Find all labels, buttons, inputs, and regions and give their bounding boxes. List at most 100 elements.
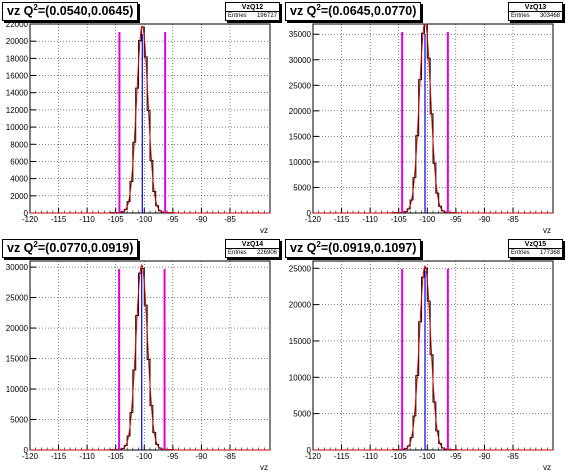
x-tick-label: -100 — [419, 452, 436, 461]
y-tick-label: 20000 — [289, 107, 312, 116]
stats-entries-label: Entries — [228, 250, 247, 256]
fit-curve — [30, 25, 270, 214]
x-tick-label: -100 — [419, 215, 436, 224]
x-tick-label: -110 — [362, 215, 378, 224]
histogram-title: vz Q2=(0.0919,0.1097) — [285, 239, 422, 258]
x-tick-label: -120 — [22, 452, 39, 461]
y-tick-label: 15000 — [6, 355, 29, 364]
x-tick-label: -90 — [479, 452, 491, 461]
x-axis-label: vz — [543, 463, 551, 472]
y-tick-label: 2000 — [10, 192, 28, 201]
title-range: =(0.0540,0.0645) — [37, 4, 134, 18]
x-tick-label: -95 — [450, 452, 462, 461]
x-axis-label: vz — [543, 226, 551, 235]
fit-curve — [30, 264, 270, 451]
stats-name: VzQ12 — [226, 3, 279, 12]
y-tick-label: 0 — [24, 446, 29, 455]
histogram-line — [313, 23, 553, 214]
x-tick-label: -95 — [167, 452, 179, 461]
y-tick-label: 6000 — [10, 157, 28, 166]
x-tick-label: -85 — [224, 452, 236, 461]
y-tick-label: 20000 — [6, 324, 29, 333]
title-range: =(0.0919,0.1097) — [320, 241, 417, 255]
x-tick-label: -110 — [79, 452, 95, 461]
histogram-panel: -120 -115 -110 -105 -100 -95 -90 -85 0 5000 10000 1… — [0, 237, 283, 474]
y-tick-label: 14000 — [6, 89, 29, 98]
title-superscript: 2 — [33, 239, 38, 249]
stats-entries-label: Entries — [511, 250, 530, 256]
x-tick-label: -110 — [79, 215, 95, 224]
stats-box: VzQ14 Entries 226906 — [225, 239, 280, 258]
title-superscript: 2 — [316, 239, 321, 249]
x-tick-label: -110 — [362, 452, 378, 461]
title-text: vz Q — [7, 4, 34, 18]
x-tick-label: -95 — [450, 215, 462, 224]
histogram-title: vz Q2=(0.0645,0.0770) — [285, 2, 422, 21]
x-tick-label: -100 — [136, 452, 153, 461]
histogram-line — [313, 267, 553, 451]
stats-entries-value: 196727 — [256, 13, 277, 19]
histogram-svg: -120 -115 -110 -105 -100 -95 -90 -85 0 2000 4000 60… — [6, 20, 271, 235]
histogram-svg: -120 -115 -110 -105 -100 -95 -90 -85 0 5000 10000 1… — [289, 260, 554, 472]
histogram-panel: -120 -115 -110 -105 -100 -95 -90 -85 0 5000 10000 1… — [283, 237, 566, 474]
x-tick-label: -105 — [391, 452, 408, 461]
y-tick-label: 0 — [307, 446, 312, 455]
x-tick-label: -100 — [136, 215, 153, 224]
stats-name: VzQ14 — [226, 240, 279, 249]
x-tick-label: -85 — [224, 215, 236, 224]
y-tick-label: 5000 — [10, 416, 28, 425]
title-text: vz Q — [290, 241, 317, 255]
stats-entries-label: Entries — [228, 13, 247, 19]
x-tick-label: -115 — [334, 215, 350, 224]
histogram-svg: -120 -115 -110 -105 -100 -95 -90 -85 0 5000 10000 1… — [6, 260, 271, 472]
y-tick-label: 10000 — [6, 123, 29, 132]
x-axis-label: vz — [260, 463, 268, 472]
title-range: =(0.0645,0.0770) — [320, 4, 417, 18]
y-tick-label: 15000 — [289, 337, 312, 346]
stats-name: VzQ15 — [509, 240, 562, 249]
y-tick-label: 20000 — [289, 301, 312, 310]
plot-frame — [29, 260, 271, 451]
y-tick-label: 16000 — [6, 72, 29, 81]
x-tick-label: -105 — [391, 215, 408, 224]
x-tick-label: -85 — [507, 215, 519, 224]
y-tick-label: 18000 — [6, 54, 29, 63]
y-tick-label: 0 — [24, 209, 29, 218]
x-tick-label: -105 — [108, 215, 125, 224]
histogram-panel: -120 -115 -110 -105 -100 -95 -90 -85 0 5000 10000 1… — [283, 0, 566, 237]
fit-curve — [313, 23, 553, 214]
stats-entries-label: Entries — [511, 13, 530, 19]
y-tick-label: 25000 — [6, 294, 29, 303]
stats-box: VzQ13 Entries 303468 — [508, 2, 563, 21]
x-tick-label: -95 — [167, 215, 179, 224]
y-tick-label: 5000 — [293, 183, 311, 192]
stats-entries-value: 226906 — [256, 250, 277, 256]
y-tick-label: 12000 — [6, 106, 29, 115]
stats-box: VzQ15 Entries 177368 — [508, 239, 563, 258]
y-tick-label: 20000 — [6, 37, 29, 46]
y-tick-label: 25000 — [289, 264, 312, 273]
y-tick-label: 10000 — [289, 158, 312, 167]
x-tick-label: -115 — [51, 215, 67, 224]
title-superscript: 2 — [316, 2, 321, 12]
title-text: vz Q — [290, 4, 317, 18]
y-tick-label: 22000 — [6, 20, 29, 29]
y-tick-label: 4000 — [10, 175, 28, 184]
histogram-title: vz Q2=(0.0770,0.0919) — [2, 239, 139, 258]
x-tick-label: -85 — [507, 452, 519, 461]
x-tick-label: -90 — [196, 215, 208, 224]
y-tick-label: 30000 — [289, 56, 312, 65]
x-tick-label: -115 — [334, 452, 350, 461]
y-tick-label: 30000 — [6, 263, 29, 272]
stats-name: VzQ13 — [509, 3, 562, 12]
x-tick-label: -120 — [305, 215, 322, 224]
histogram-svg: -120 -115 -110 -105 -100 -95 -90 -85 0 5000 10000 1… — [289, 23, 554, 235]
x-tick-label: -90 — [479, 215, 491, 224]
y-tick-label: 15000 — [289, 132, 312, 141]
x-tick-label: -120 — [305, 452, 322, 461]
histogram-line — [30, 268, 270, 451]
x-tick-label: -105 — [108, 452, 125, 461]
x-tick-label: -115 — [51, 452, 67, 461]
stats-entries-value: 177368 — [539, 250, 560, 256]
